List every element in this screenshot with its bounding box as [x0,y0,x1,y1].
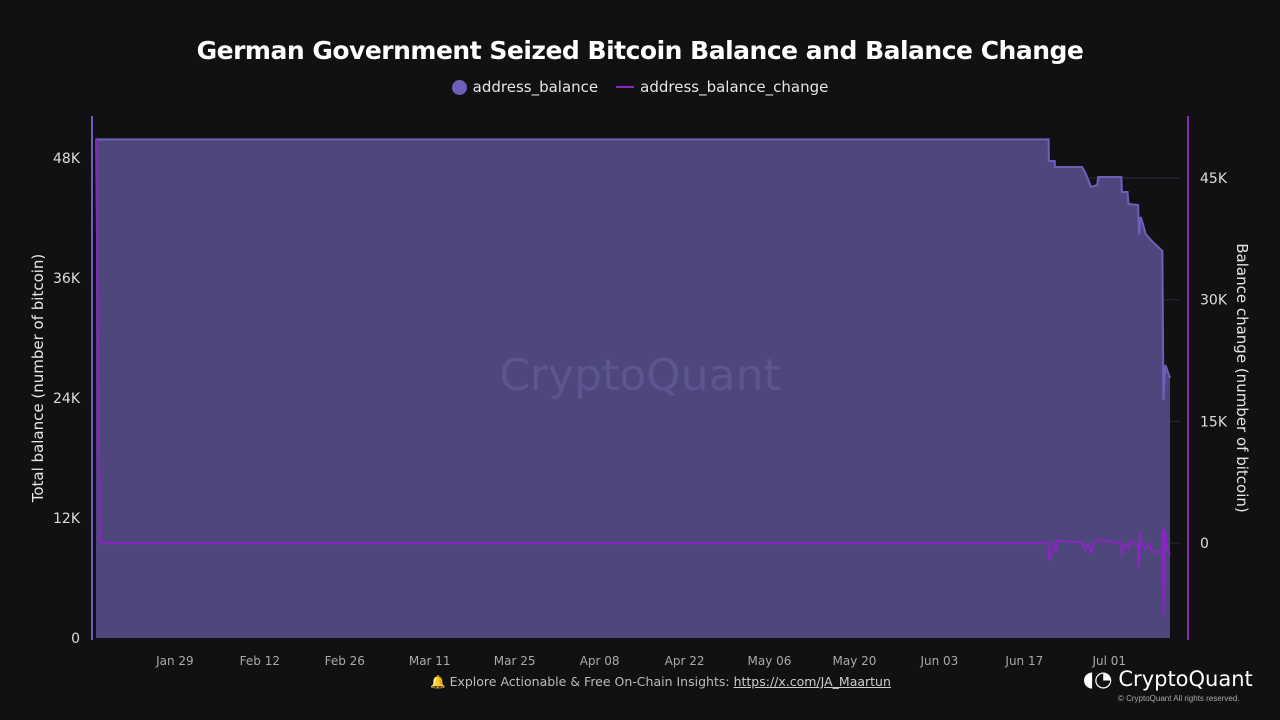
footer-link[interactable]: https://x.com/JA_Maartun [733,674,891,689]
balance-line [96,138,1171,401]
left-tick-label: 24K [53,391,81,407]
x-tick-label: Jan 29 [155,654,194,668]
copyright: © CryptoQuant All rights reserved. [1118,694,1240,703]
cryptoquant-logo-icon: ◖◔ [1083,667,1113,691]
right-tick-label: 45K [1200,171,1228,187]
legend-label: address_balance [472,78,599,96]
bell-icon: 🔔 [430,674,446,689]
right-tick-label: 0 [1200,536,1209,552]
left-tick-label: 36K [53,271,81,287]
left-tick-label: 0 [71,631,80,647]
legend-item-balance[interactable]: address_balance [451,78,599,96]
balance-change-line [95,138,1171,616]
left-axis-label: Total balance (number of bitcoin) [29,254,47,504]
x-tick-label: Feb 26 [325,654,365,668]
legend-item-balance-change[interactable]: address_balance_change [616,78,828,96]
legend-dot-icon [451,79,467,95]
right-tick-label: 15K [1200,414,1228,430]
x-tick-label: May 20 [832,654,876,668]
x-tick-label: Jul 01 [1092,654,1127,668]
footer: 🔔 Explore Actionable & Free On-Chain Ins… [430,674,891,690]
x-tick-label: Apr 22 [665,654,705,668]
brand-name: CryptoQuant [1118,667,1253,691]
x-tick-label: Jun 03 [919,654,958,668]
left-tick-label: 12K [53,511,81,527]
legend: address_balance address_balance_change [0,78,1280,96]
x-tick-label: Jun 17 [1004,654,1043,668]
right-tick-label: 30K [1200,293,1228,309]
brand-logo: ◖◔ CryptoQuant [1083,667,1253,691]
left-tick-label: 48K [53,151,81,167]
balance-area [96,139,1170,638]
x-tick-label: Apr 08 [580,654,620,668]
x-tick-label: May 06 [748,654,792,668]
x-tick-label: Feb 12 [240,654,280,668]
x-tick-label: Mar 25 [494,654,536,668]
chart-title: German Government Seized Bitcoin Balance… [196,36,1084,65]
legend-line-icon [616,86,635,88]
footer-text: Explore Actionable & Free On-Chain Insig… [449,674,730,689]
legend-label: address_balance_change [640,78,829,96]
watermark: CryptoQuant [499,350,781,401]
right-axis-label: Balance change (number of bitcoin) [1233,243,1251,512]
x-tick-label: Mar 11 [409,654,451,668]
